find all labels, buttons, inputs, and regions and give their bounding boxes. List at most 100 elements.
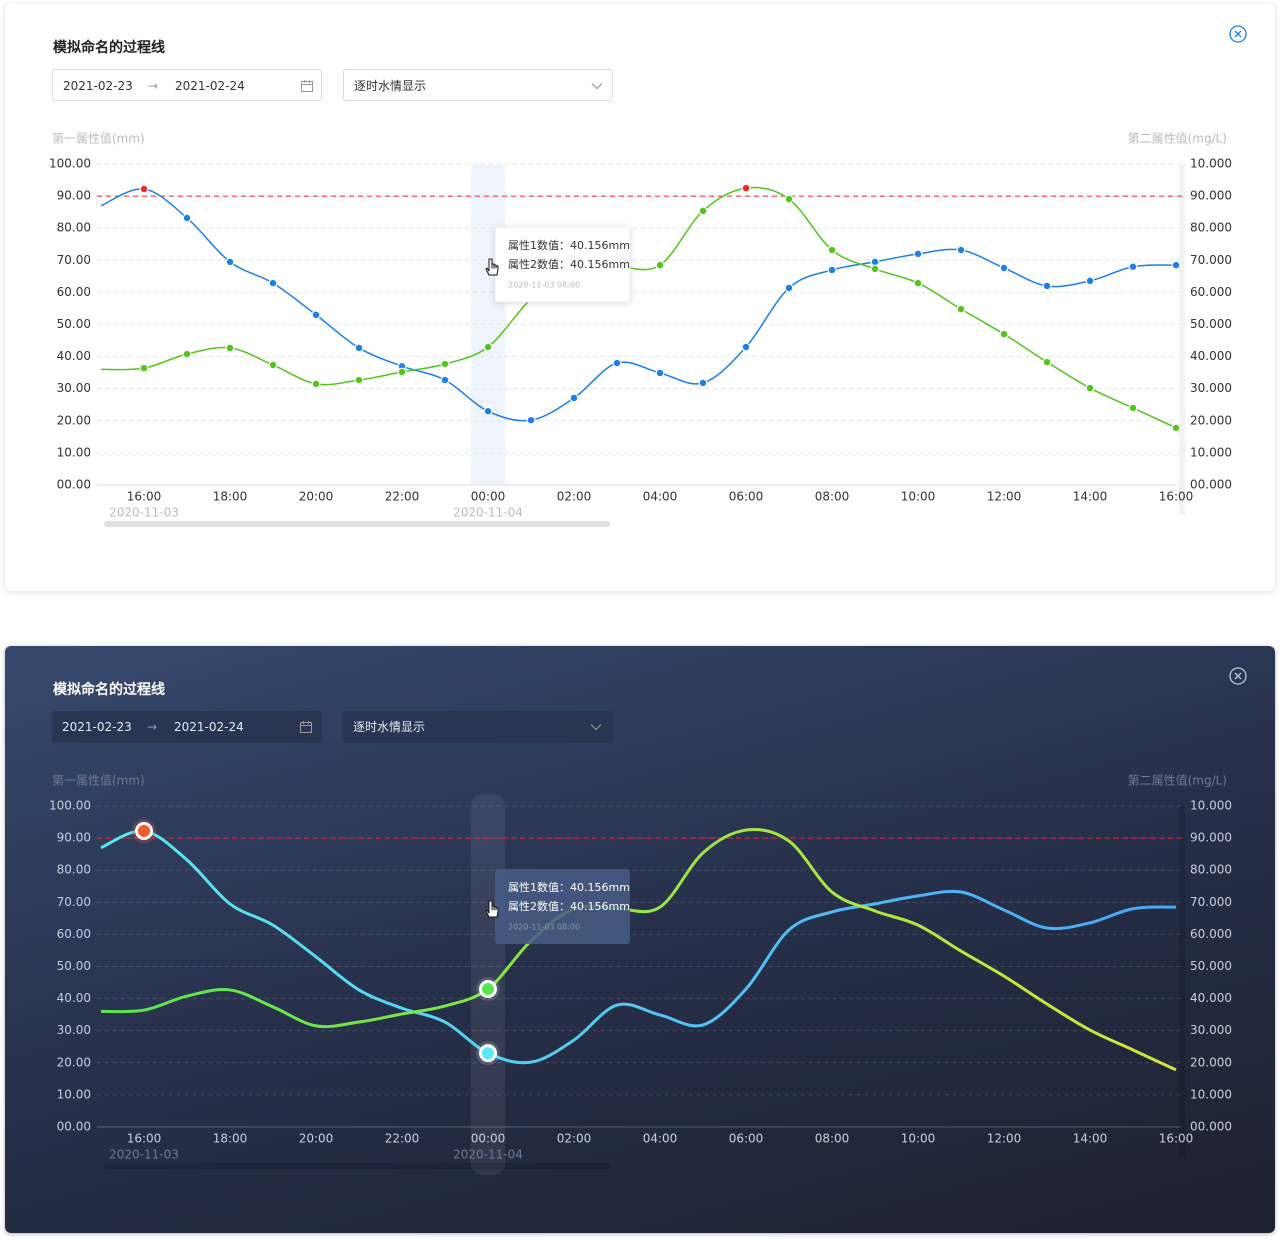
- x-tick-label: 10:00: [901, 490, 936, 504]
- data-point: [1128, 403, 1138, 413]
- scrollbar: [104, 1163, 610, 1169]
- x-tick-label: 04:00: [643, 490, 678, 504]
- y2-axis-label: 第二属性值(mg/L): [1128, 773, 1227, 788]
- y2-tick-label: 60.000: [1190, 285, 1232, 299]
- y-tick-label: 80.00: [57, 863, 91, 877]
- panel: 模拟命名的过程线 2021-02-23 → 2021-02-24 逐时水情显示 第一属性值…: [5, 4, 1275, 591]
- data-point: [698, 206, 708, 216]
- data-point: [1042, 357, 1052, 367]
- x-tick-label: 12:00: [987, 490, 1022, 504]
- y2-tick-label: 60.000: [1190, 927, 1232, 941]
- date-end: 2021-02-24: [174, 720, 244, 734]
- y-tick-label: 00.00: [57, 1120, 91, 1134]
- mode-select[interactable]: 逐时水情显示: [343, 69, 613, 101]
- data-point: [139, 363, 149, 373]
- data-point: [483, 406, 493, 416]
- data-point: [268, 278, 278, 288]
- data-point: [483, 342, 493, 352]
- series-line: [100, 827, 1177, 1072]
- tooltip: [495, 869, 630, 944]
- x-tick-label: 08:00: [815, 1132, 850, 1146]
- data-point: [1171, 260, 1181, 270]
- chevron-shape: [591, 83, 603, 90]
- mode-select[interactable]: 逐时水情显示: [343, 711, 613, 743]
- y-tick-label: 100.00: [49, 157, 91, 171]
- data-point: [1171, 423, 1181, 433]
- y2-tick-label: 00.000: [1190, 478, 1232, 492]
- data-point: [311, 379, 321, 389]
- calendar-shape: [301, 80, 313, 92]
- data-point: [526, 415, 536, 425]
- y2-axis-label: 第二属性值(mg/L): [1128, 131, 1227, 146]
- x-tick-label: 16:00: [1159, 490, 1194, 504]
- y-tick-label: 30.00: [57, 1023, 91, 1037]
- close-button[interactable]: [1228, 666, 1248, 686]
- y2-tick-label: 50.000: [1190, 959, 1232, 973]
- data-point: [1085, 276, 1095, 286]
- data-point: [225, 343, 235, 353]
- series-line: [100, 188, 1177, 422]
- y-tick-label: 30.00: [57, 381, 91, 395]
- data-point: [870, 257, 880, 267]
- y-tick-label: 70.00: [57, 895, 91, 909]
- tooltip-time: 2020-11-03 08:00: [508, 281, 580, 290]
- x-tick-label: 16:00: [1159, 1132, 1194, 1146]
- x-tick-label: 22:00: [385, 490, 420, 504]
- data-point: [479, 1044, 497, 1063]
- series-line: [100, 186, 1177, 429]
- y2-tick-label: 10.000: [1190, 157, 1232, 171]
- x-tick-label: 10:00: [901, 1132, 936, 1146]
- y-tick-label: 50.00: [57, 959, 91, 973]
- x-tick-label: 20:00: [299, 1132, 334, 1146]
- cursor-icon: [485, 258, 499, 276]
- data-point: [268, 360, 278, 370]
- y2-tick-label: 20.000: [1190, 1055, 1232, 1069]
- y-tick-label: 40.00: [57, 349, 91, 363]
- date-range[interactable]: 2021-02-23 → 2021-02-24: [52, 711, 322, 743]
- x-tick-label: 18:00: [213, 1132, 248, 1146]
- data-point: [870, 264, 880, 274]
- x-tick-label: 08:00: [815, 490, 850, 504]
- y2-tick-label: 20.000: [1190, 413, 1232, 427]
- data-point: [182, 349, 192, 359]
- data-point: [182, 213, 192, 223]
- data-point: [225, 257, 235, 267]
- x-tick-label: 02:00: [557, 1132, 592, 1146]
- y2-tick-label: 00.000: [1190, 1120, 1232, 1134]
- data-point: [698, 378, 708, 388]
- y2-tick-label: 70.000: [1190, 253, 1232, 267]
- tooltip-time: 2020-11-03 08:00: [508, 923, 580, 932]
- close-x: [1234, 30, 1242, 38]
- y2-tick-label: 70.000: [1190, 895, 1232, 909]
- data-point: [354, 375, 364, 385]
- close-button[interactable]: [1228, 24, 1248, 44]
- data-point: [913, 278, 923, 288]
- date-end: 2021-02-24: [175, 79, 245, 93]
- data-point: [440, 375, 450, 385]
- calendar-icon: [300, 721, 312, 733]
- data-point: [999, 263, 1009, 273]
- x-tick-label: 04:00: [643, 1132, 678, 1146]
- x-date-label: 2020-11-03: [109, 506, 179, 520]
- y-tick-label: 10.00: [57, 1087, 91, 1101]
- close-x: [1234, 672, 1242, 680]
- calendar-shape: [300, 721, 312, 733]
- y-tick-label: 20.00: [57, 1055, 91, 1069]
- y2-tick-label: 90.000: [1190, 831, 1232, 845]
- x-tick-label: 00:00: [471, 490, 506, 504]
- y-tick-label: 80.00: [57, 221, 91, 235]
- data-point: [956, 304, 966, 314]
- x-tick-label: 12:00: [987, 1132, 1022, 1146]
- data-point: [1128, 262, 1138, 272]
- y2-tick-label: 10.000: [1190, 1087, 1232, 1101]
- data-point: [479, 979, 497, 998]
- data-point: [135, 822, 153, 841]
- x-tick-label: 16:00: [127, 490, 162, 504]
- cursor-icon: [485, 900, 499, 918]
- x-tick-label: 14:00: [1073, 490, 1108, 504]
- date-range[interactable]: 2021-02-23 → 2021-02-24: [52, 69, 322, 101]
- x-tick-label: 06:00: [729, 1132, 764, 1146]
- panel-title: 模拟命名的过程线: [53, 682, 165, 698]
- y2-tick-label: 90.000: [1190, 189, 1232, 203]
- x-tick-label: 16:00: [127, 1132, 162, 1146]
